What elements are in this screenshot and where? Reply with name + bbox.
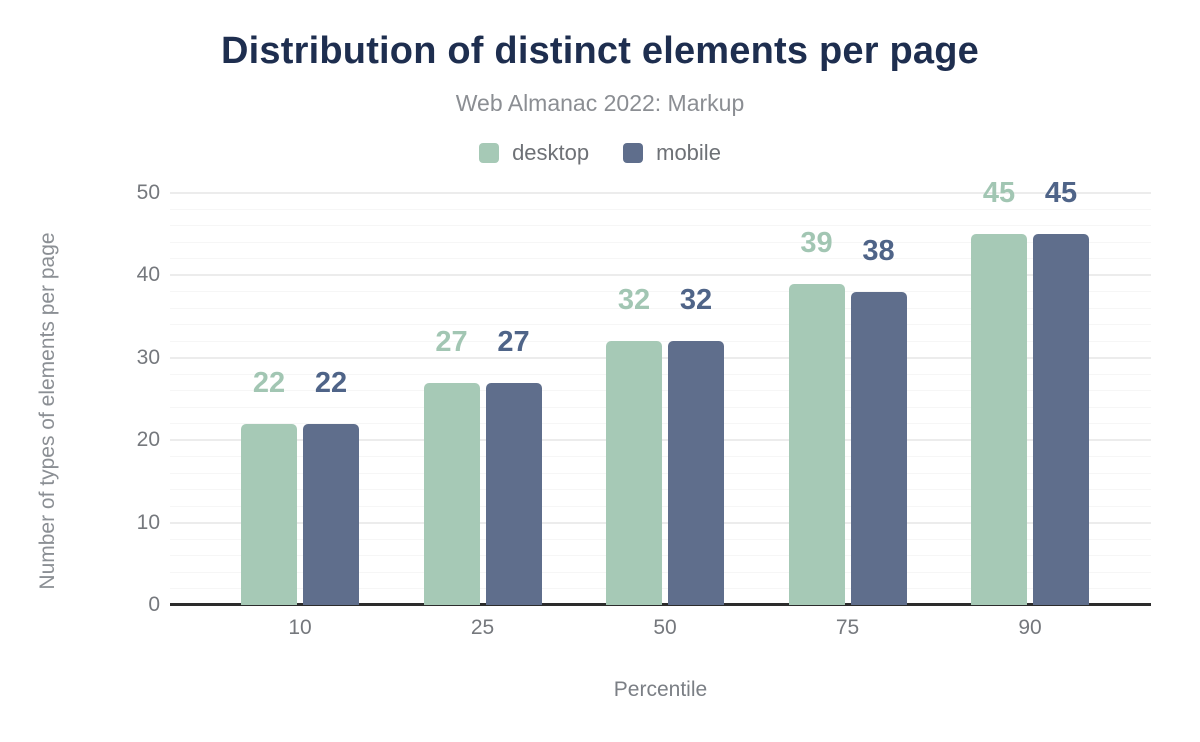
- bar-desktop-p90[interactable]: 45: [971, 177, 1027, 605]
- minor-gridline: [170, 225, 1151, 227]
- chart-subtitle: Web Almanac 2022: Markup: [455, 90, 745, 116]
- major-gridline: [170, 192, 1151, 194]
- legend-label-mobile: mobile: [656, 140, 721, 165]
- bar-value-label: 32: [617, 284, 651, 317]
- chart-title: Distribution of distinct elements per pa…: [221, 30, 979, 72]
- x-tick-label: 10: [288, 616, 312, 639]
- legend: desktop mobile: [0, 140, 1200, 166]
- bar-desktop-p50[interactable]: 32: [606, 284, 662, 605]
- bar-value-label: 22: [314, 366, 348, 399]
- major-gridline: [170, 274, 1151, 277]
- bar-value-label: 38: [862, 234, 895, 267]
- y-tick-label: 20: [136, 428, 160, 452]
- legend-item-mobile[interactable]: mobile: [623, 140, 721, 166]
- desktop-swatch-icon: [479, 143, 500, 163]
- legend-label-desktop: desktop: [512, 140, 590, 165]
- bar-mobile-p50[interactable]: 32: [668, 284, 724, 605]
- bar-desktop-p10[interactable]: 22: [241, 367, 297, 605]
- legend-item-desktop[interactable]: desktop: [479, 140, 589, 166]
- y-tick-label: 0: [148, 593, 160, 616]
- minor-gridline: [170, 241, 1151, 243]
- x-axis-ticks: 10 25 50 75 90: [170, 616, 1151, 646]
- bar-value-label: 22: [252, 366, 286, 399]
- y-axis-ticks: 0 10 20 30 40 50: [0, 0, 160, 742]
- x-tick-label: 75: [835, 616, 860, 639]
- bar-value-label: 45: [982, 177, 1016, 210]
- bar-group-50: 32 32: [606, 284, 724, 605]
- y-tick-label: 50: [136, 181, 160, 204]
- bar-mobile-p25[interactable]: 27: [485, 326, 542, 605]
- bar-value-label: 45: [1044, 177, 1078, 210]
- mobile-swatch-icon: [623, 143, 644, 163]
- bar-value-label: 39: [800, 226, 833, 259]
- plot-area: 22 22 27 27 32 32 39 38 45 45: [170, 177, 1151, 606]
- minor-gridline: [170, 324, 1151, 326]
- bar-value-label: 27: [497, 325, 530, 358]
- bar-value-label: 32: [679, 284, 713, 317]
- bar-value-label: 27: [435, 325, 468, 358]
- x-tick-label: 90: [1018, 616, 1042, 639]
- bar-desktop-p75[interactable]: 39: [788, 227, 845, 605]
- bar-group-25: 27 27: [423, 326, 542, 605]
- x-tick-label: 25: [470, 616, 495, 639]
- minor-gridline: [170, 258, 1151, 260]
- minor-gridline: [170, 291, 1151, 293]
- minor-gridline: [170, 307, 1151, 309]
- y-tick-label: 10: [136, 510, 160, 534]
- bar-group-90: 45 45: [971, 177, 1089, 605]
- bar-mobile-p75[interactable]: 38: [850, 235, 907, 605]
- y-tick-label: 30: [136, 345, 160, 369]
- x-axis-title: Percentile: [613, 678, 708, 701]
- y-tick-label: 40: [136, 263, 160, 287]
- bar-mobile-p90[interactable]: 45: [1033, 177, 1089, 605]
- bar-group-75: 39 38: [788, 227, 907, 605]
- bar-mobile-p10[interactable]: 22: [303, 367, 359, 605]
- bar-desktop-p25[interactable]: 27: [423, 326, 480, 605]
- minor-gridline: [170, 340, 1151, 342]
- bar-group-10: 22 22: [241, 367, 359, 605]
- minor-gridline: [170, 208, 1151, 210]
- x-tick-label: 50: [653, 616, 677, 639]
